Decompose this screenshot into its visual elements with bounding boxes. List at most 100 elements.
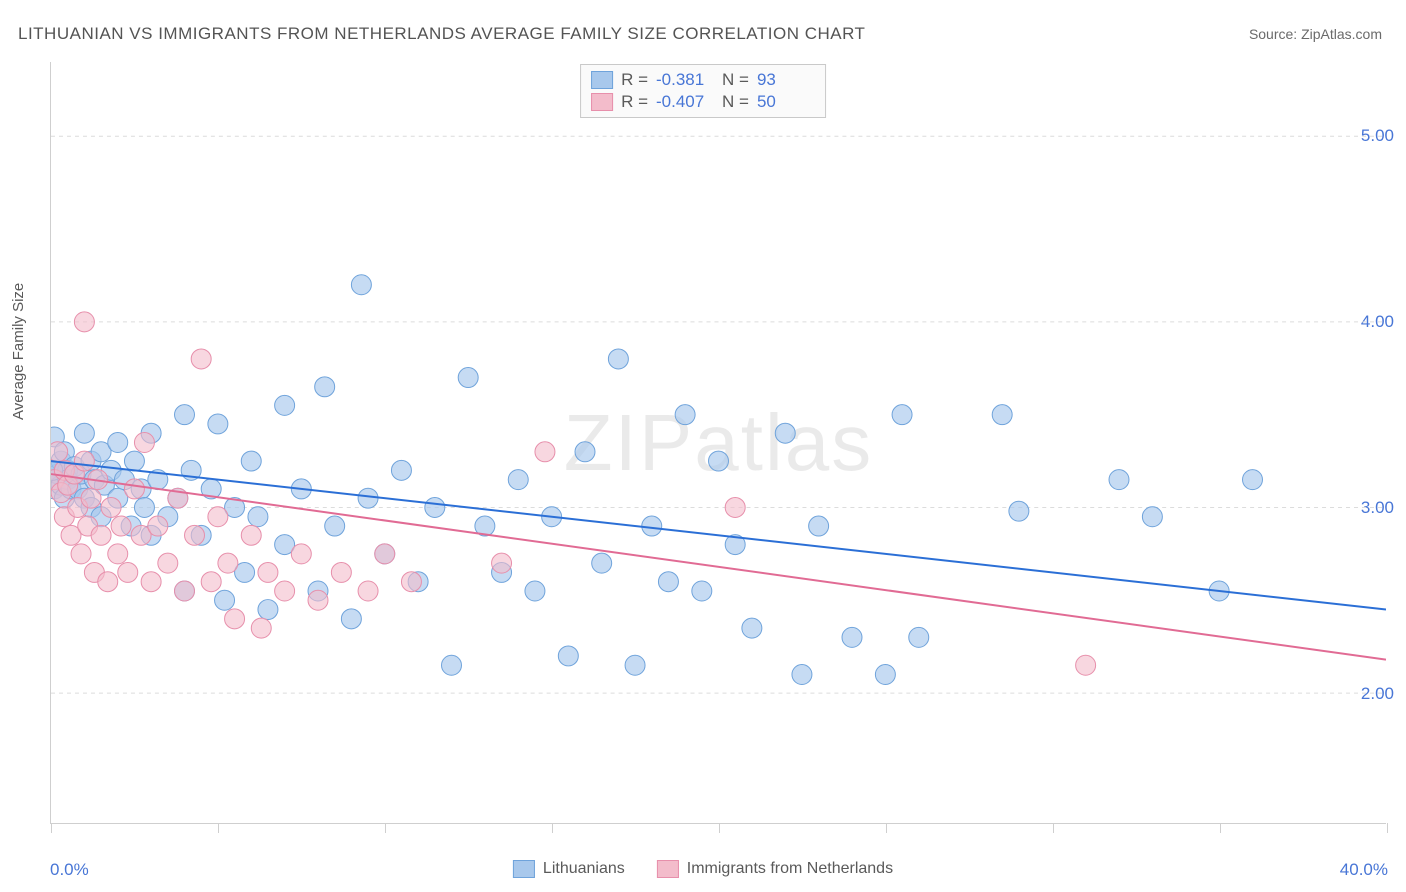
- data-point: [425, 497, 445, 517]
- data-point: [642, 516, 662, 536]
- data-point: [134, 433, 154, 453]
- n-value-2: 50: [757, 92, 815, 112]
- data-point: [291, 544, 311, 564]
- data-point: [241, 525, 261, 545]
- data-point: [74, 312, 94, 332]
- data-point: [201, 572, 221, 592]
- data-point: [709, 451, 729, 471]
- source-link[interactable]: ZipAtlas.com: [1301, 26, 1382, 42]
- data-point: [175, 581, 195, 601]
- data-point: [525, 581, 545, 601]
- data-point: [1109, 470, 1129, 490]
- x-axis-min-label: 0.0%: [50, 860, 89, 880]
- data-point: [809, 516, 829, 536]
- data-point: [275, 395, 295, 415]
- data-point: [675, 405, 695, 425]
- data-point: [358, 488, 378, 508]
- legend-item-1: Lithuanians: [513, 860, 625, 878]
- r-label-1: R =: [621, 70, 648, 90]
- swatch-series-2: [591, 93, 613, 111]
- data-point: [592, 553, 612, 573]
- data-point: [375, 544, 395, 564]
- data-point: [315, 377, 335, 397]
- data-point: [909, 627, 929, 647]
- data-point: [1142, 507, 1162, 527]
- n-label-1: N =: [722, 70, 749, 90]
- data-point: [258, 562, 278, 582]
- data-point: [258, 600, 278, 620]
- x-tick: [1387, 823, 1388, 833]
- data-point: [158, 553, 178, 573]
- data-point: [492, 553, 512, 573]
- data-point: [118, 562, 138, 582]
- x-tick: [719, 823, 720, 833]
- legend-swatch-2: [657, 860, 679, 878]
- series-legend: Lithuanians Immigrants from Netherlands: [513, 860, 893, 878]
- y-axis-label: Average Family Size: [10, 283, 27, 420]
- data-point: [658, 572, 678, 592]
- data-point: [625, 655, 645, 675]
- data-point: [101, 497, 121, 517]
- data-point: [792, 665, 812, 685]
- data-point: [325, 516, 345, 536]
- data-point: [191, 349, 211, 369]
- data-point: [508, 470, 528, 490]
- data-point: [175, 405, 195, 425]
- data-point: [185, 525, 205, 545]
- data-point: [208, 507, 228, 527]
- data-point: [51, 442, 68, 462]
- stats-legend: R = -0.381 N = 93 R = -0.407 N = 50: [580, 64, 826, 118]
- scatter-svg: [51, 62, 1386, 823]
- data-point: [742, 618, 762, 638]
- data-point: [134, 497, 154, 517]
- data-point: [225, 609, 245, 629]
- x-tick: [552, 823, 553, 833]
- data-point: [725, 497, 745, 517]
- data-point: [141, 572, 161, 592]
- data-point: [391, 460, 411, 480]
- n-value-1: 93: [757, 70, 815, 90]
- legend-label-2: Immigrants from Netherlands: [687, 860, 893, 878]
- data-point: [111, 516, 131, 536]
- data-point: [74, 423, 94, 443]
- data-point: [892, 405, 912, 425]
- x-tick: [1220, 823, 1221, 833]
- data-point: [331, 562, 351, 582]
- data-point: [81, 488, 101, 508]
- x-tick: [385, 823, 386, 833]
- data-point: [215, 590, 235, 610]
- data-point: [248, 507, 268, 527]
- data-point: [1009, 501, 1029, 521]
- r-label-2: R =: [621, 92, 648, 112]
- x-tick: [218, 823, 219, 833]
- data-point: [308, 590, 328, 610]
- data-point: [608, 349, 628, 369]
- data-point: [401, 572, 421, 592]
- data-point: [91, 525, 111, 545]
- x-tick: [886, 823, 887, 833]
- stats-legend-row-2: R = -0.407 N = 50: [591, 91, 815, 113]
- source-attribution: Source: ZipAtlas.com: [1249, 26, 1382, 42]
- data-point: [108, 544, 128, 564]
- data-point: [692, 581, 712, 601]
- data-point: [108, 433, 128, 453]
- data-point: [124, 451, 144, 471]
- n-label-2: N =: [722, 92, 749, 112]
- data-point: [842, 627, 862, 647]
- data-point: [575, 442, 595, 462]
- data-point: [241, 451, 261, 471]
- data-point: [992, 405, 1012, 425]
- r-value-2: -0.407: [656, 92, 714, 112]
- data-point: [442, 655, 462, 675]
- data-point: [775, 423, 795, 443]
- source-prefix: Source:: [1249, 26, 1301, 42]
- data-point: [1076, 655, 1096, 675]
- data-point: [358, 581, 378, 601]
- chart-title: LITHUANIAN VS IMMIGRANTS FROM NETHERLAND…: [18, 24, 865, 44]
- data-point: [875, 665, 895, 685]
- r-value-1: -0.381: [656, 70, 714, 90]
- data-point: [74, 451, 94, 471]
- data-point: [351, 275, 371, 295]
- legend-item-2: Immigrants from Netherlands: [657, 860, 893, 878]
- legend-swatch-1: [513, 860, 535, 878]
